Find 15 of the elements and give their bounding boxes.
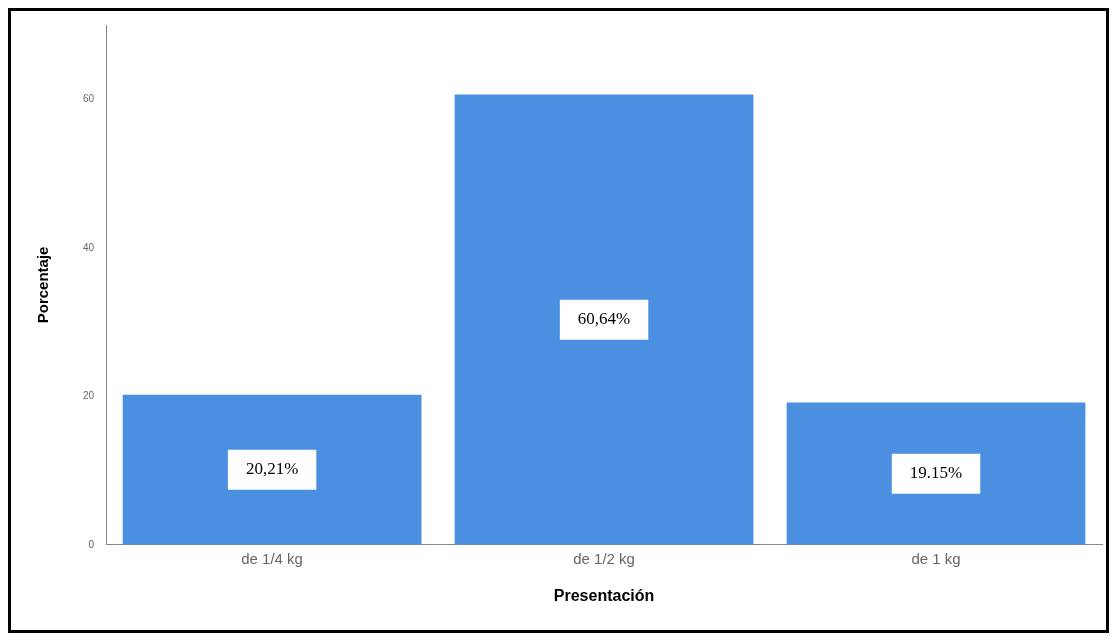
- y-tick-label: 40: [83, 241, 95, 253]
- x-tick-label: de 1/2 kg: [573, 549, 635, 567]
- y-tick-label: 20: [83, 390, 95, 402]
- y-tick-label: 60: [83, 93, 95, 105]
- data-label: 19.15%: [909, 463, 963, 483]
- bar: [786, 402, 1086, 545]
- x-tick-label: de 1 kg: [911, 549, 961, 567]
- data-label: 60,64%: [577, 309, 631, 329]
- x-tick-label: de 1/4 kg: [241, 549, 303, 567]
- y-tick-label: 0: [88, 538, 95, 550]
- x-axis-title: Presentación: [553, 586, 655, 604]
- bar: [122, 394, 422, 545]
- y-axis-title: Porcentaje: [34, 246, 52, 324]
- bar: [454, 94, 754, 545]
- data-label: 20,21%: [245, 459, 299, 479]
